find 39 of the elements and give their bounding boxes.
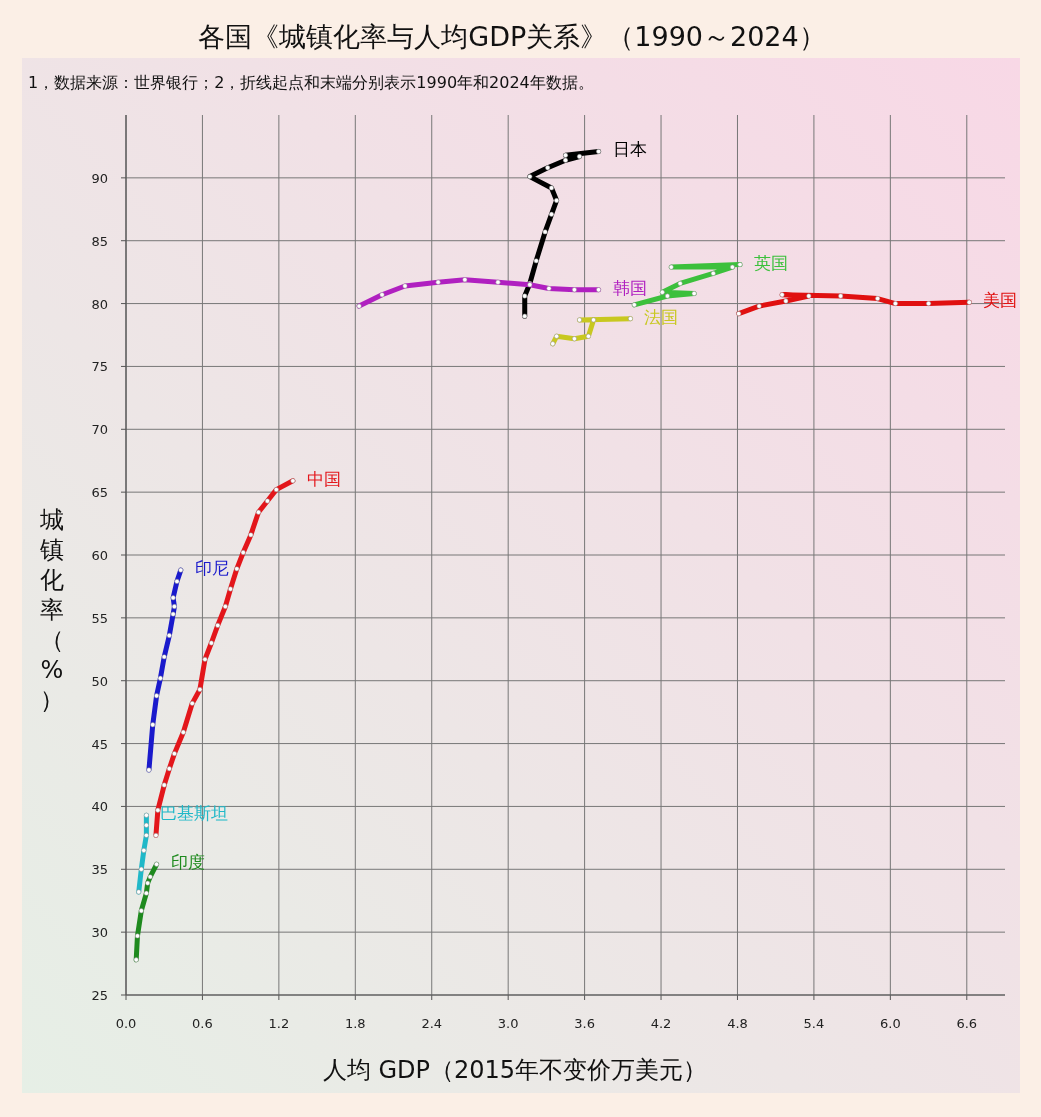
y-tick-label: 35 [91, 862, 108, 878]
y-tick-label: 70 [91, 422, 108, 438]
x-tick-label: 1.8 [344, 1016, 366, 1031]
x-tick-label: 4.2 [650, 1016, 672, 1031]
x-tick-label: 3.0 [497, 1016, 519, 1031]
y-tick-label: 55 [91, 610, 108, 626]
x-tick-label: 0.0 [115, 1016, 137, 1031]
series-label: 印尼 [194, 558, 229, 579]
y-tick-label: 25 [91, 988, 108, 1003]
series-label: 巴基斯坦 [160, 803, 229, 824]
y-tick-label: 75 [91, 359, 108, 375]
series-label: 英国 [754, 252, 789, 273]
series-label: 中国 [306, 468, 341, 489]
x-tick-label: 5.4 [803, 1016, 825, 1031]
y-tick-label: 45 [91, 736, 108, 752]
series-label: 韩国 [612, 277, 647, 298]
x-tick-label: 4.8 [727, 1016, 748, 1031]
chart-subtitle: 1，数据来源：世界银行；2，折线起点和末端分别表示1990年和2024年数据。 [28, 73, 594, 92]
y-tick-label: 85 [91, 233, 108, 249]
series-label: 日本 [612, 139, 647, 160]
y-tick-label: 80 [91, 296, 108, 312]
y-tick-label: 30 [91, 925, 108, 941]
series-label: 美国 [983, 290, 1018, 311]
x-tick-label: 1.2 [268, 1016, 290, 1031]
series-label: 法国 [644, 306, 679, 327]
y-tick-label: 90 [91, 170, 108, 186]
y-tick-label: 60 [91, 548, 108, 563]
y-axis-title: 城镇化率（%） [39, 506, 64, 714]
x-tick-label: 6.6 [956, 1016, 978, 1031]
x-tick-label: 0.6 [192, 1016, 213, 1031]
y-tick-label: 40 [91, 799, 108, 815]
x-tick-label: 2.4 [421, 1016, 443, 1031]
chart-title: 各国《城镇化率与人均GDP关系》（1990～2024） [198, 21, 826, 52]
x-axis-title: 人均 GDP（2015年不变价万美元） [322, 1056, 708, 1084]
y-tick-label: 65 [91, 485, 108, 501]
series-label: 印度 [170, 852, 205, 873]
y-tick-label: 50 [91, 673, 108, 689]
x-tick-label: 6.0 [880, 1016, 901, 1031]
x-tick-label: 3.6 [574, 1016, 595, 1031]
